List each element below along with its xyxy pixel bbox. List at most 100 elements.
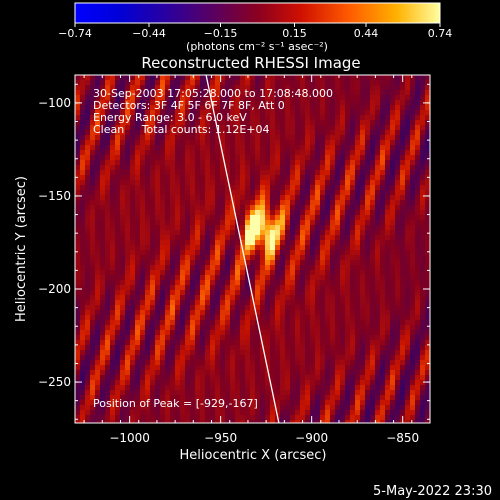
heatmap-cell	[160, 370, 165, 375]
heatmap-cell	[200, 115, 205, 120]
heatmap-cell	[330, 320, 335, 325]
heatmap-cell	[325, 120, 330, 125]
heatmap-cell	[135, 220, 140, 225]
heatmap-cell	[335, 235, 340, 240]
heatmap-cell	[305, 200, 310, 205]
heatmap-cell	[350, 175, 355, 180]
heatmap-cell	[210, 140, 215, 145]
heatmap-cell	[100, 180, 105, 185]
heatmap-cell	[190, 205, 195, 210]
heatmap-cell	[425, 320, 430, 325]
heatmap-cell	[195, 220, 200, 225]
heatmap-cell	[290, 320, 295, 325]
heatmap-cell	[145, 75, 150, 80]
heatmap-cell	[85, 310, 90, 315]
heatmap-cell	[125, 365, 130, 370]
heatmap-cell	[260, 350, 265, 355]
heatmap-cell	[280, 125, 285, 130]
heatmap-cell	[325, 190, 330, 195]
heatmap-cell	[150, 295, 155, 300]
heatmap-cell	[365, 415, 370, 420]
heatmap-cell	[360, 150, 365, 155]
heatmap-cell	[385, 80, 390, 85]
heatmap-cell	[135, 295, 140, 300]
heatmap-cell	[355, 170, 360, 175]
heatmap-cell	[220, 90, 225, 95]
heatmap-cell	[315, 90, 320, 95]
heatmap-cell	[325, 325, 330, 330]
heatmap-cell	[170, 220, 175, 225]
heatmap-cell	[360, 415, 365, 420]
heatmap-cell	[330, 90, 335, 95]
heatmap-cell	[240, 190, 245, 195]
heatmap-cell	[415, 270, 420, 275]
heatmap-cell	[380, 270, 385, 275]
heatmap-cell	[400, 245, 405, 250]
heatmap-cell	[310, 150, 315, 155]
heatmap-cell	[195, 210, 200, 215]
heatmap-cell	[165, 115, 170, 120]
heatmap-cell	[260, 95, 265, 100]
heatmap-cell	[330, 255, 335, 260]
heatmap-cell	[255, 405, 260, 410]
heatmap-cell	[405, 295, 410, 300]
heatmap-cell	[85, 415, 90, 420]
heatmap-cell	[325, 220, 330, 225]
heatmap-cell	[170, 225, 175, 230]
heatmap-cell	[125, 80, 130, 85]
heatmap-cell	[255, 365, 260, 370]
heatmap-cell	[105, 325, 110, 330]
heatmap-cell	[280, 225, 285, 230]
heatmap-cell	[200, 120, 205, 125]
heatmap-cell	[95, 340, 100, 345]
heatmap-cell	[260, 145, 265, 150]
heatmap-cell	[290, 310, 295, 315]
heatmap-cell	[420, 320, 425, 325]
heatmap-cell	[170, 245, 175, 250]
heatmap-cell	[190, 180, 195, 185]
heatmap-cell	[320, 240, 325, 245]
heatmap-cell	[95, 240, 100, 245]
heatmap-cell	[210, 345, 215, 350]
heatmap-cell	[380, 220, 385, 225]
heatmap-cell	[280, 350, 285, 355]
heatmap-cell	[245, 210, 250, 215]
heatmap-cell	[170, 80, 175, 85]
heatmap-cell	[85, 135, 90, 140]
heatmap-cell	[185, 225, 190, 230]
heatmap-cell	[170, 240, 175, 245]
heatmap-cell	[290, 190, 295, 195]
heatmap-cell	[100, 275, 105, 280]
heatmap-cell	[375, 320, 380, 325]
heatmap-cell	[90, 415, 95, 420]
heatmap-cell	[195, 330, 200, 335]
heatmap-cell	[215, 85, 220, 90]
heatmap-cell	[180, 110, 185, 115]
heatmap-cell	[270, 310, 275, 315]
heatmap-cell	[245, 150, 250, 155]
heatmap-cell	[205, 85, 210, 90]
heatmap-cell	[410, 375, 415, 380]
heatmap-cell	[75, 110, 80, 115]
heatmap-cell	[255, 140, 260, 145]
heatmap-cell	[425, 110, 430, 115]
heatmap-cell	[205, 320, 210, 325]
heatmap-cell	[340, 120, 345, 125]
heatmap-cell	[360, 380, 365, 385]
heatmap-cell	[375, 275, 380, 280]
heatmap-cell	[390, 410, 395, 415]
heatmap-cell	[410, 220, 415, 225]
heatmap-cell	[80, 380, 85, 385]
heatmap-cell	[350, 225, 355, 230]
heatmap-cell	[195, 175, 200, 180]
heatmap-cell	[360, 105, 365, 110]
heatmap-cell	[405, 200, 410, 205]
heatmap-cell	[160, 275, 165, 280]
heatmap-cell	[285, 215, 290, 220]
heatmap-cell	[100, 165, 105, 170]
heatmap-cell	[85, 180, 90, 185]
heatmap-cell	[305, 375, 310, 380]
heatmap-cell	[345, 120, 350, 125]
heatmap-cell	[140, 180, 145, 185]
heatmap-cell	[415, 390, 420, 395]
